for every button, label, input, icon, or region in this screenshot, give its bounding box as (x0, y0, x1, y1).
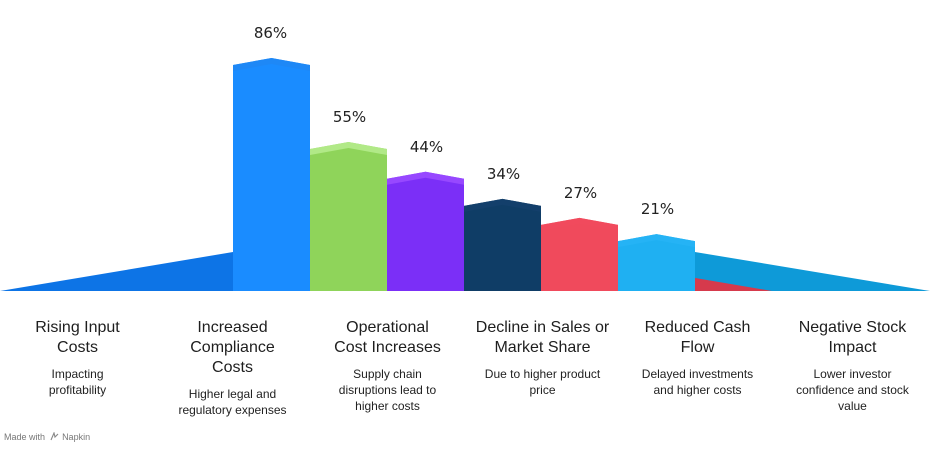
category-title: Increased Compliance Costs (190, 319, 275, 376)
category-column-negative-stock-impact: Negative Stock Impact Lower investor confi… (775, 318, 930, 414)
bar-top-reduced-cash-flow (541, 217, 618, 231)
category-labels: Rising Input Costs Impacting profitability… (0, 318, 930, 428)
bar-top-rising-input-costs (233, 58, 310, 71)
category-title: Reduced Cash Flow (644, 319, 751, 356)
category-title: Rising Input Costs (35, 319, 120, 356)
footer-attribution: Made with Napkin (4, 431, 91, 442)
category-title: Decline in Sales or Market Share (475, 319, 610, 356)
bar-chart: 86% 55% 44% 34% 27% 21% (0, 24, 930, 291)
napkin-brand-text: Napkin (62, 432, 91, 442)
category-description: Delayed investments and higher costs (641, 367, 754, 397)
bar-body-decline-in-sales-or-market-share (464, 198, 541, 291)
category-description: Due to higher product price (484, 367, 601, 397)
category-column-decline-in-sales: Decline in Sales or Market Share Due to h… (465, 318, 620, 398)
base-wing-rising-input-costs (0, 252, 233, 291)
bar-top-increased-compliance-costs (310, 141, 387, 155)
bar-increased-compliance-costs (310, 141, 387, 291)
bar-operational-cost-increases (387, 171, 464, 291)
chart-value-labels: 86% 55% 44% 34% 27% 21% (254, 24, 674, 218)
category-description: Impacting profitability (48, 367, 107, 397)
value-label-decline-in-sales-or-market-share: 34% (487, 165, 520, 183)
bar-top-decline-in-sales-or-market-share (464, 198, 541, 212)
category-description: Lower investor confidence and stock value (796, 367, 909, 413)
bar-top-operational-cost-increases (387, 171, 464, 185)
bar-negative-stock-impact (618, 234, 695, 291)
category-column-rising-input-costs: Rising Input Costs Impacting profitability (0, 318, 155, 398)
category-description: Higher legal and regulatory expenses (178, 387, 287, 417)
category-title: Negative Stock Impact (798, 319, 907, 356)
value-label-negative-stock-impact: 21% (641, 200, 674, 218)
category-column-operational-cost-increases: Operational Cost Increases Supply chain di… (310, 318, 465, 414)
category-description: Supply chain disruptions lead to higher co… (338, 367, 437, 413)
made-with-text: Made with (4, 432, 46, 442)
bar-top-negative-stock-impact (618, 234, 695, 248)
base-wing-negative-stock-impact (695, 252, 930, 291)
bar-body-operational-cost-increases (387, 171, 464, 291)
bar-body-negative-stock-impact (618, 234, 695, 291)
value-label-rising-input-costs: 86% (254, 24, 287, 42)
value-label-increased-compliance-costs: 55% (333, 108, 366, 126)
category-title: Operational Cost Increases (334, 319, 441, 356)
category-column-reduced-cash-flow: Reduced Cash Flow Delayed investments and … (620, 318, 775, 398)
bar-body-reduced-cash-flow (541, 217, 618, 291)
napkin-logo-icon (50, 431, 58, 441)
chart-bars (233, 58, 695, 291)
bar-body-increased-compliance-costs (310, 141, 387, 291)
bar-rising-input-costs (233, 58, 310, 291)
bar-decline-in-sales-or-market-share (464, 198, 541, 291)
value-label-operational-cost-increases: 44% (410, 138, 443, 156)
category-column-increased-compliance-costs: Increased Compliance Costs Higher legal an… (155, 318, 310, 418)
value-label-reduced-cash-flow: 27% (564, 184, 597, 202)
bar-body-rising-input-costs (233, 58, 310, 291)
bar-reduced-cash-flow (541, 217, 618, 291)
